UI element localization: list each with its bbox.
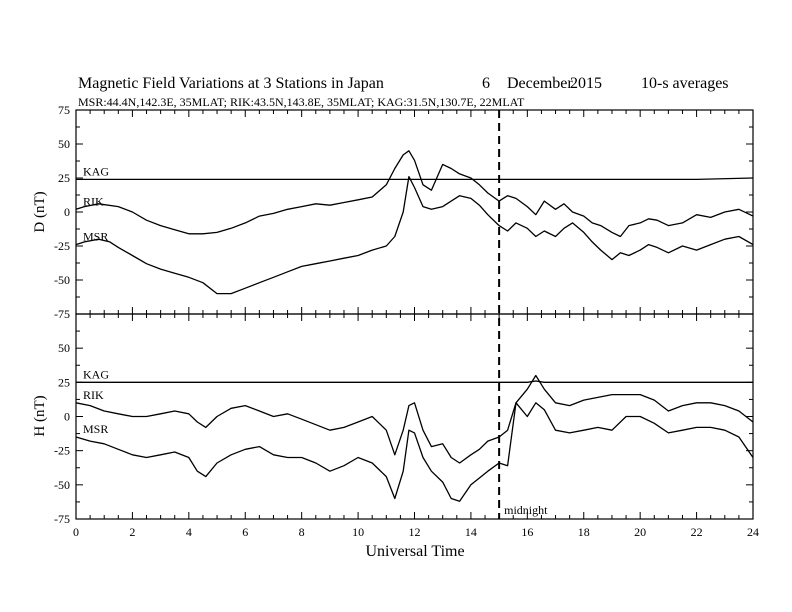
- x-tick-label: 24: [747, 525, 759, 539]
- series-label-rik: RIK: [83, 388, 104, 402]
- x-tick-label: 12: [409, 525, 421, 539]
- y-tick-label: -25: [54, 239, 70, 253]
- series-line-msr: [75, 402, 754, 502]
- panel-d-ylabel: D (nT): [32, 191, 48, 232]
- y-tick-label: 25: [58, 375, 70, 389]
- x-tick-label: 10: [352, 525, 364, 539]
- x-tick-label: 0: [73, 525, 79, 539]
- y-tick-label: -75: [54, 307, 70, 321]
- y-tick-label: -75: [54, 512, 70, 526]
- panel-d-frame: [75, 109, 754, 315]
- y-tick-label: 75: [58, 103, 70, 117]
- chart-title-year: 2015: [570, 75, 602, 92]
- x-tick-label: 2: [129, 525, 135, 539]
- x-tick-label: 8: [299, 525, 305, 539]
- chart-title-month: December: [507, 75, 573, 92]
- y-tick-label: -50: [54, 273, 70, 287]
- panel-d: -75 -50 -25 0 25 50 75 KAG RIK MSR D (nT): [32, 103, 754, 321]
- series-line-kag: [76, 177, 754, 181]
- panel-h-ylabel: H (nT): [32, 395, 48, 436]
- panel-h-x-ticks: 0 2 4 6 8 10 12 14 16 18 20 22 24: [73, 314, 759, 539]
- y-tick-label: -50: [54, 478, 70, 492]
- series-label-kag: KAG: [83, 367, 109, 381]
- series-line-rik: [75, 150, 754, 238]
- chart-title: Magnetic Field Variations at 3 Stations …: [78, 75, 384, 92]
- midnight-label: midnight: [504, 503, 548, 517]
- series-line-kag: [76, 380, 753, 383]
- x-tick-label: 6: [242, 525, 248, 539]
- y-tick-label: 50: [58, 137, 70, 151]
- x-axis-title: Universal Time: [365, 543, 464, 560]
- x-tick-label: 4: [186, 525, 192, 539]
- series-label-kag: KAG: [83, 164, 109, 178]
- series-label-msr: MSR: [83, 230, 108, 244]
- y-tick-label: 0: [64, 410, 70, 424]
- panel-h-frame: [75, 313, 754, 520]
- panel-h-y-ticks: -75 -50 -25 0 25 50: [54, 313, 753, 526]
- y-tick-label: 0: [64, 205, 70, 219]
- x-tick-label: 18: [578, 525, 590, 539]
- panel-d-station-labels: KAG RIK MSR: [83, 164, 109, 243]
- y-tick-label: -25: [54, 444, 70, 458]
- panel-d-series: [75, 150, 754, 295]
- panel-h-series: [75, 374, 754, 502]
- panel-h-station-labels: KAG RIK MSR: [83, 367, 109, 436]
- x-tick-label: 14: [465, 525, 477, 539]
- chart-title-averages: 10-s averages: [641, 75, 729, 92]
- x-tick-label: 22: [691, 525, 703, 539]
- y-tick-label: 25: [58, 171, 70, 185]
- series-line-msr: [75, 175, 754, 295]
- series-label-msr: MSR: [83, 422, 108, 436]
- y-tick-label: 50: [58, 341, 70, 355]
- series-label-rik: RIK: [83, 194, 104, 208]
- x-tick-label: 16: [521, 525, 533, 539]
- chart-subtitle: MSR:44.4N,142.3E, 35MLAT; RIK:43.5N,143.…: [78, 95, 525, 109]
- x-tick-label: 20: [634, 525, 646, 539]
- series-line-rik: [75, 374, 754, 464]
- chart-title-day: 6: [482, 75, 490, 92]
- panel-d-x-ticks: [75, 110, 754, 314]
